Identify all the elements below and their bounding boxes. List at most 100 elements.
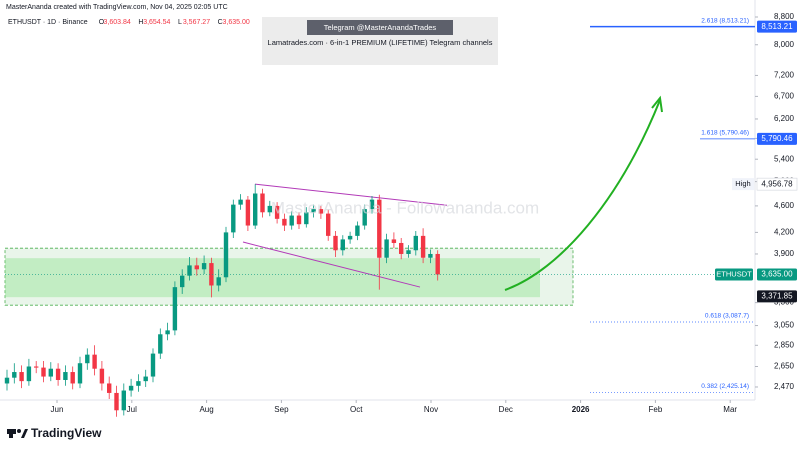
price-badge-text: 5,790.46 <box>761 134 793 143</box>
candle-body <box>143 376 148 382</box>
price-badge <box>757 20 797 33</box>
candle-body <box>209 263 214 286</box>
candle-body <box>347 235 353 240</box>
candle-body <box>333 235 338 251</box>
candle-body <box>26 366 32 382</box>
logo: TradingView <box>7 426 102 440</box>
ma-badge <box>757 290 797 303</box>
candle-body <box>399 242 404 254</box>
candle-body <box>289 215 294 226</box>
y-tick-label: 6,700 <box>774 91 795 100</box>
candle-body <box>114 392 119 411</box>
candle-body <box>55 368 61 380</box>
candle-body <box>158 334 163 354</box>
candle-body <box>194 265 199 270</box>
support-zone <box>4 247 574 306</box>
logo-mark <box>21 429 28 438</box>
candle-body <box>428 253 433 258</box>
banner-title: Telegram @MasterAnandaTrades <box>324 23 437 32</box>
ohlc-key: C <box>218 19 223 26</box>
candle-body <box>238 199 243 205</box>
ohlc-value: 3,603.84 <box>104 19 131 26</box>
candle-body <box>92 354 97 369</box>
candle-body <box>70 372 75 384</box>
candle-body <box>340 239 345 251</box>
candle-body <box>435 253 440 275</box>
ohlc-key: H <box>138 19 143 26</box>
fib-label: 0.618 (3,087.7) <box>705 313 749 320</box>
candle-body <box>413 235 418 251</box>
candle-body <box>41 367 46 377</box>
credit: MasterAnanda created with TradingView.co… <box>6 4 228 11</box>
candle-body <box>12 372 17 378</box>
y-tick-label: 2,650 <box>774 362 795 371</box>
candle-body <box>267 205 272 213</box>
candle-body <box>85 354 90 364</box>
ohlc-value: 3,654.54 <box>143 19 170 26</box>
candle-body <box>406 250 411 254</box>
candle-body <box>19 372 24 382</box>
candle-body <box>150 353 156 377</box>
last-label: ETHUSDT <box>716 269 752 278</box>
trendline <box>254 183 448 206</box>
symbol: ETHUSDT · 1D · Binance <box>8 19 88 26</box>
fib-label: 1.618 (5,790.46) <box>701 130 749 137</box>
y-tick-label: 3,900 <box>774 249 795 258</box>
y-tick-label: 2,850 <box>774 340 795 349</box>
candle-body <box>48 368 53 377</box>
x-tick-label: Jun <box>51 405 64 414</box>
price-badge-text: 8,513.21 <box>761 22 793 31</box>
ohlc-key: L <box>178 19 182 26</box>
last-badge <box>757 268 797 281</box>
candle-body <box>172 287 178 331</box>
candle-body <box>231 204 236 233</box>
candle-body <box>318 209 324 214</box>
fib-label: 0.382 (2,425.14) <box>701 383 749 390</box>
x-tick-label: Oct <box>350 405 363 414</box>
candle-body <box>34 366 39 368</box>
ohlc-key: O <box>99 19 105 26</box>
candle-body <box>274 205 280 219</box>
candle-body <box>4 377 10 384</box>
candle-body <box>136 381 141 386</box>
fib-label: 2.618 (8,513.21) <box>701 17 749 24</box>
x-tick-label: Jul <box>127 405 137 414</box>
candle-body <box>99 368 105 384</box>
y-tick-label: 8,800 <box>774 12 795 21</box>
logo-text: TradingView <box>31 426 102 440</box>
logo-mark <box>9 429 13 438</box>
y-tick-label: 4,600 <box>774 201 795 210</box>
x-tick-label: 2026 <box>572 405 590 414</box>
candle-body <box>377 199 382 258</box>
plot-layer <box>4 25 755 417</box>
candle-body <box>223 232 229 278</box>
ma-badge-text: 3,371.85 <box>761 291 793 300</box>
watermark: MasterAnanda - Followananda.com <box>271 198 539 217</box>
candle-body <box>391 239 397 243</box>
high-badge <box>756 177 798 191</box>
candle-body <box>187 265 192 276</box>
y-tick-label: 4,200 <box>774 227 795 236</box>
trendline <box>242 241 421 288</box>
ohlc-value: 3,635.00 <box>223 19 250 26</box>
candle-body <box>201 263 207 270</box>
high-badge-text: 4,956.78 <box>761 179 793 188</box>
candle-body <box>107 383 112 393</box>
y-tick-label: 8,000 <box>774 40 795 49</box>
candle-body <box>128 385 134 391</box>
candle-body <box>304 212 309 225</box>
candle-body <box>326 213 331 236</box>
x-tick-label: Dec <box>499 405 513 414</box>
price-badge <box>757 132 797 145</box>
x-tick-label: Sep <box>274 405 289 414</box>
candle-body <box>420 235 426 258</box>
y-tick-label: 7,200 <box>774 71 795 80</box>
candle-body <box>362 209 367 226</box>
x-tick-label: Feb <box>649 405 663 414</box>
candle-body <box>165 330 170 335</box>
candle-body <box>63 372 68 380</box>
candle-body <box>355 225 360 236</box>
arrow-head <box>651 95 663 113</box>
x-tick-label: Mar <box>723 405 737 414</box>
